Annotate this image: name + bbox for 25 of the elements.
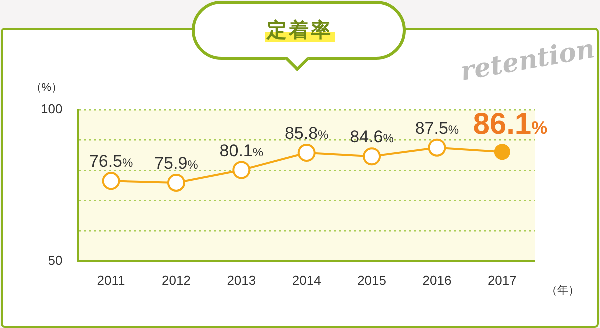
- data-label: 75.9%: [154, 154, 199, 173]
- x-tick-label: 2015: [358, 272, 386, 288]
- x-tick-label: 2013: [227, 272, 256, 288]
- x-tick-label: 2012: [162, 272, 191, 288]
- point: [232, 161, 251, 180]
- point: [298, 144, 316, 162]
- point: [428, 138, 446, 157]
- x-tick-label: 2016: [422, 272, 452, 288]
- x-tick-label: 2011: [97, 272, 126, 288]
- point: [363, 148, 382, 166]
- data-label: 84.6%: [350, 128, 394, 147]
- x-tick-label: 2017: [488, 272, 517, 288]
- text: retention: [458, 34, 598, 88]
- data-label: 86.1%: [473, 108, 548, 142]
- point: [167, 174, 186, 192]
- x-tick-label: 2014: [292, 272, 322, 288]
- y-tick-label: 50: [48, 252, 63, 268]
- point: [102, 172, 120, 190]
- x-axis-title: （年）: [546, 285, 580, 298]
- data-label: 87.5%: [415, 118, 460, 138]
- data-label: 76.5%: [89, 152, 134, 172]
- y-tick-label: 100: [40, 102, 63, 117]
- data-label: 80.1%: [220, 141, 264, 160]
- y-axis-title: （%）: [30, 82, 63, 94]
- data-label: 85.8%: [284, 124, 330, 143]
